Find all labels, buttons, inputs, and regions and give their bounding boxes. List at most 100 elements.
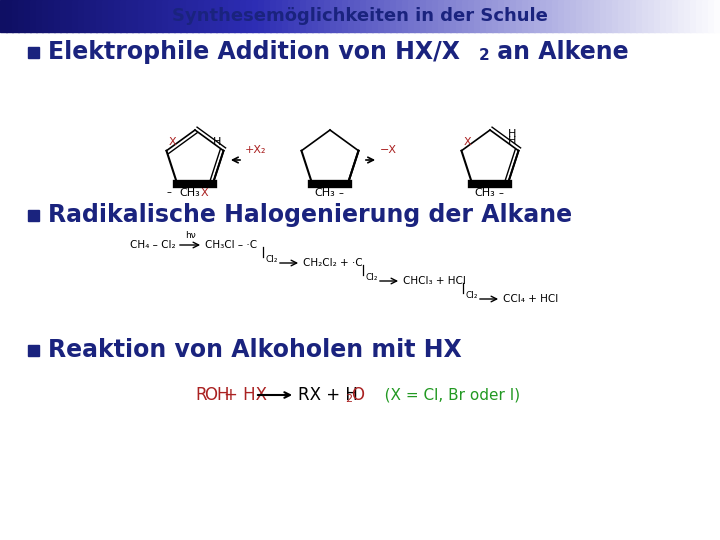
Bar bbox=[534, 0, 541, 32]
Bar bbox=[36, 0, 43, 32]
Bar bbox=[84, 0, 91, 32]
Bar bbox=[114, 0, 121, 32]
Bar bbox=[516, 0, 523, 32]
Text: Radikalische Halogenierung der Alkane: Radikalische Halogenierung der Alkane bbox=[48, 203, 572, 227]
Bar bbox=[306, 0, 313, 32]
Bar bbox=[618, 0, 625, 32]
Bar bbox=[354, 0, 361, 32]
Text: 2: 2 bbox=[345, 394, 352, 404]
Bar bbox=[168, 0, 175, 32]
Bar bbox=[546, 0, 553, 32]
Bar bbox=[336, 0, 343, 32]
Bar bbox=[240, 0, 247, 32]
Bar bbox=[264, 0, 271, 32]
Text: −X: −X bbox=[380, 145, 397, 155]
Bar bbox=[28, 46, 39, 57]
Bar bbox=[684, 0, 691, 32]
Bar bbox=[324, 0, 331, 32]
Text: –: – bbox=[338, 188, 343, 198]
Bar bbox=[342, 0, 349, 32]
Bar bbox=[318, 0, 325, 32]
Bar bbox=[258, 0, 265, 32]
Text: X: X bbox=[464, 137, 471, 147]
Bar bbox=[78, 0, 85, 32]
Bar bbox=[96, 0, 103, 32]
Bar bbox=[360, 0, 367, 32]
Bar bbox=[0, 0, 7, 32]
Bar bbox=[654, 0, 661, 32]
Bar bbox=[384, 0, 391, 32]
Bar bbox=[66, 0, 73, 32]
Text: Cl₂: Cl₂ bbox=[465, 291, 477, 300]
Bar bbox=[192, 0, 199, 32]
Bar bbox=[390, 0, 397, 32]
Bar bbox=[558, 0, 565, 32]
Bar bbox=[126, 0, 133, 32]
Bar bbox=[510, 0, 517, 32]
Bar bbox=[138, 0, 145, 32]
Text: CCl₄ + HCl: CCl₄ + HCl bbox=[503, 294, 558, 304]
Bar bbox=[72, 0, 79, 32]
Bar bbox=[48, 0, 55, 32]
Bar bbox=[564, 0, 571, 32]
Text: Cl₂: Cl₂ bbox=[265, 254, 277, 264]
Bar bbox=[90, 0, 97, 32]
Bar bbox=[174, 0, 181, 32]
Text: Reaktion von Alkoholen mit HX: Reaktion von Alkoholen mit HX bbox=[48, 338, 462, 362]
Bar bbox=[276, 0, 283, 32]
Bar bbox=[102, 0, 109, 32]
Bar bbox=[282, 0, 289, 32]
Text: OH: OH bbox=[204, 386, 230, 404]
Bar bbox=[156, 0, 163, 32]
Text: H: H bbox=[213, 137, 222, 147]
Text: hν: hν bbox=[184, 231, 195, 240]
Bar bbox=[420, 0, 427, 32]
Text: CH₃: CH₃ bbox=[179, 188, 200, 198]
Bar bbox=[522, 0, 529, 32]
Text: + HX: + HX bbox=[224, 386, 267, 404]
Text: –: – bbox=[499, 188, 503, 198]
Bar bbox=[222, 0, 229, 32]
Bar bbox=[582, 0, 589, 32]
Bar bbox=[378, 0, 385, 32]
Bar bbox=[594, 0, 601, 32]
Bar bbox=[246, 0, 253, 32]
Bar bbox=[450, 0, 457, 32]
Bar bbox=[120, 0, 127, 32]
Bar bbox=[468, 0, 475, 32]
Bar bbox=[642, 0, 649, 32]
Bar bbox=[588, 0, 595, 32]
Bar bbox=[144, 0, 151, 32]
Bar bbox=[504, 0, 511, 32]
Bar bbox=[210, 0, 217, 32]
Bar bbox=[252, 0, 259, 32]
Bar bbox=[150, 0, 157, 32]
Bar bbox=[528, 0, 535, 32]
Bar bbox=[486, 0, 493, 32]
Text: 2: 2 bbox=[479, 49, 490, 64]
Bar bbox=[294, 0, 301, 32]
Bar bbox=[612, 0, 619, 32]
Bar bbox=[624, 0, 631, 32]
Bar bbox=[28, 345, 39, 355]
Text: H: H bbox=[508, 136, 516, 146]
Bar bbox=[600, 0, 607, 32]
Bar bbox=[444, 0, 451, 32]
Bar bbox=[204, 0, 211, 32]
Bar bbox=[462, 0, 469, 32]
Text: O: O bbox=[351, 386, 364, 404]
Bar bbox=[270, 0, 277, 32]
Text: X: X bbox=[168, 137, 176, 147]
Bar bbox=[498, 0, 505, 32]
Bar bbox=[24, 0, 31, 32]
Text: R: R bbox=[195, 386, 207, 404]
Bar bbox=[108, 0, 115, 32]
Bar bbox=[690, 0, 697, 32]
Bar bbox=[678, 0, 685, 32]
Bar bbox=[492, 0, 499, 32]
Bar bbox=[12, 0, 19, 32]
Bar bbox=[630, 0, 637, 32]
Bar bbox=[132, 0, 139, 32]
Bar bbox=[402, 0, 409, 32]
Text: (X = Cl, Br oder I): (X = Cl, Br oder I) bbox=[370, 388, 520, 402]
